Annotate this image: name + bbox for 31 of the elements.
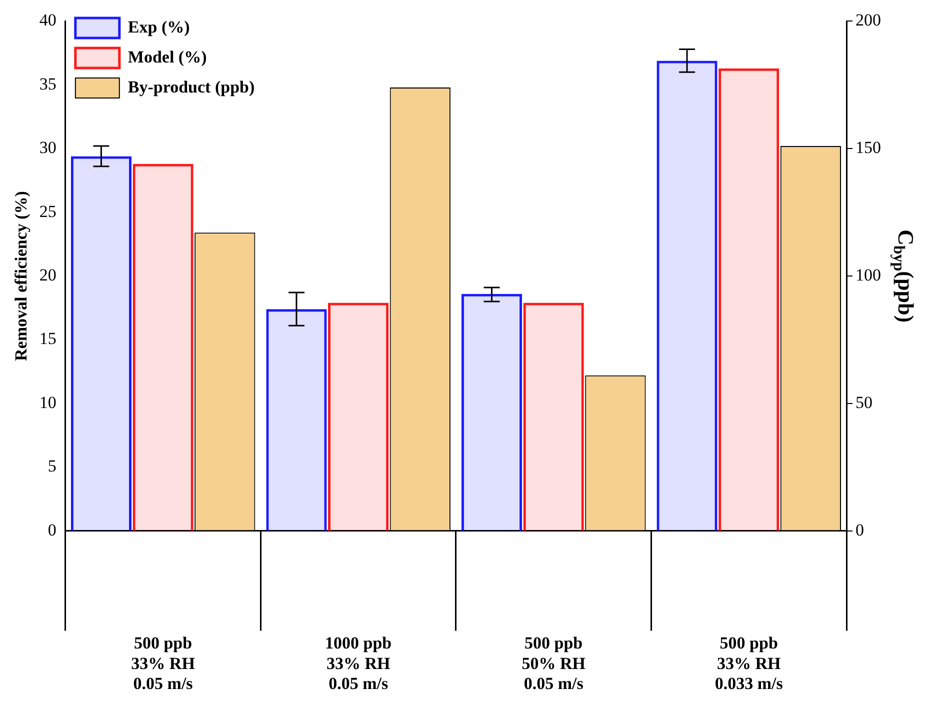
y-tick-label: 20 (39, 265, 56, 284)
x-tick-label: 500 ppb 33% RH 0.033 m/s (714, 633, 784, 694)
y-axis-title: Removal efficiency (%) (12, 191, 31, 361)
bar (328, 302, 389, 531)
bar (132, 164, 194, 531)
y2-tick-label: 200 (856, 10, 881, 30)
bar (266, 309, 327, 531)
y-tick-label: 35 (39, 74, 56, 94)
x-tick-label: 500 ppb 33% RH 0.05 m/s (131, 633, 195, 694)
y2-tick-label: 50 (856, 392, 872, 412)
y2-axis-title: Cbyp(ppb) (890, 229, 918, 323)
legend-label: Exp (%) (128, 17, 190, 36)
y-tick-label: 25 (39, 202, 56, 221)
y-tick-label: 10 (39, 392, 56, 412)
y2-tick-label: 150 (856, 138, 881, 158)
y-tick-label: 15 (39, 329, 56, 348)
bar (70, 156, 132, 531)
y-tick-label: 40 (39, 10, 56, 30)
y-tick-label: 30 (39, 138, 56, 158)
legend-label: Model (%) (128, 47, 207, 66)
bar (523, 302, 584, 531)
bar (656, 60, 718, 531)
bar (461, 294, 522, 531)
y-tick-label: 0 (48, 520, 56, 540)
y2-tick-label: 100 (856, 265, 881, 284)
x-tick-label: 500 ppb 50% RH 0.05 m/s (522, 633, 586, 694)
x-tick-label: 1000 ppb 33% RH 0.05 m/s (325, 633, 392, 694)
y-tick-label: 5 (48, 456, 56, 476)
bar (718, 68, 780, 531)
legend-label: By-product (ppb) (128, 77, 255, 96)
y2-tick-label: 0 (856, 520, 864, 540)
